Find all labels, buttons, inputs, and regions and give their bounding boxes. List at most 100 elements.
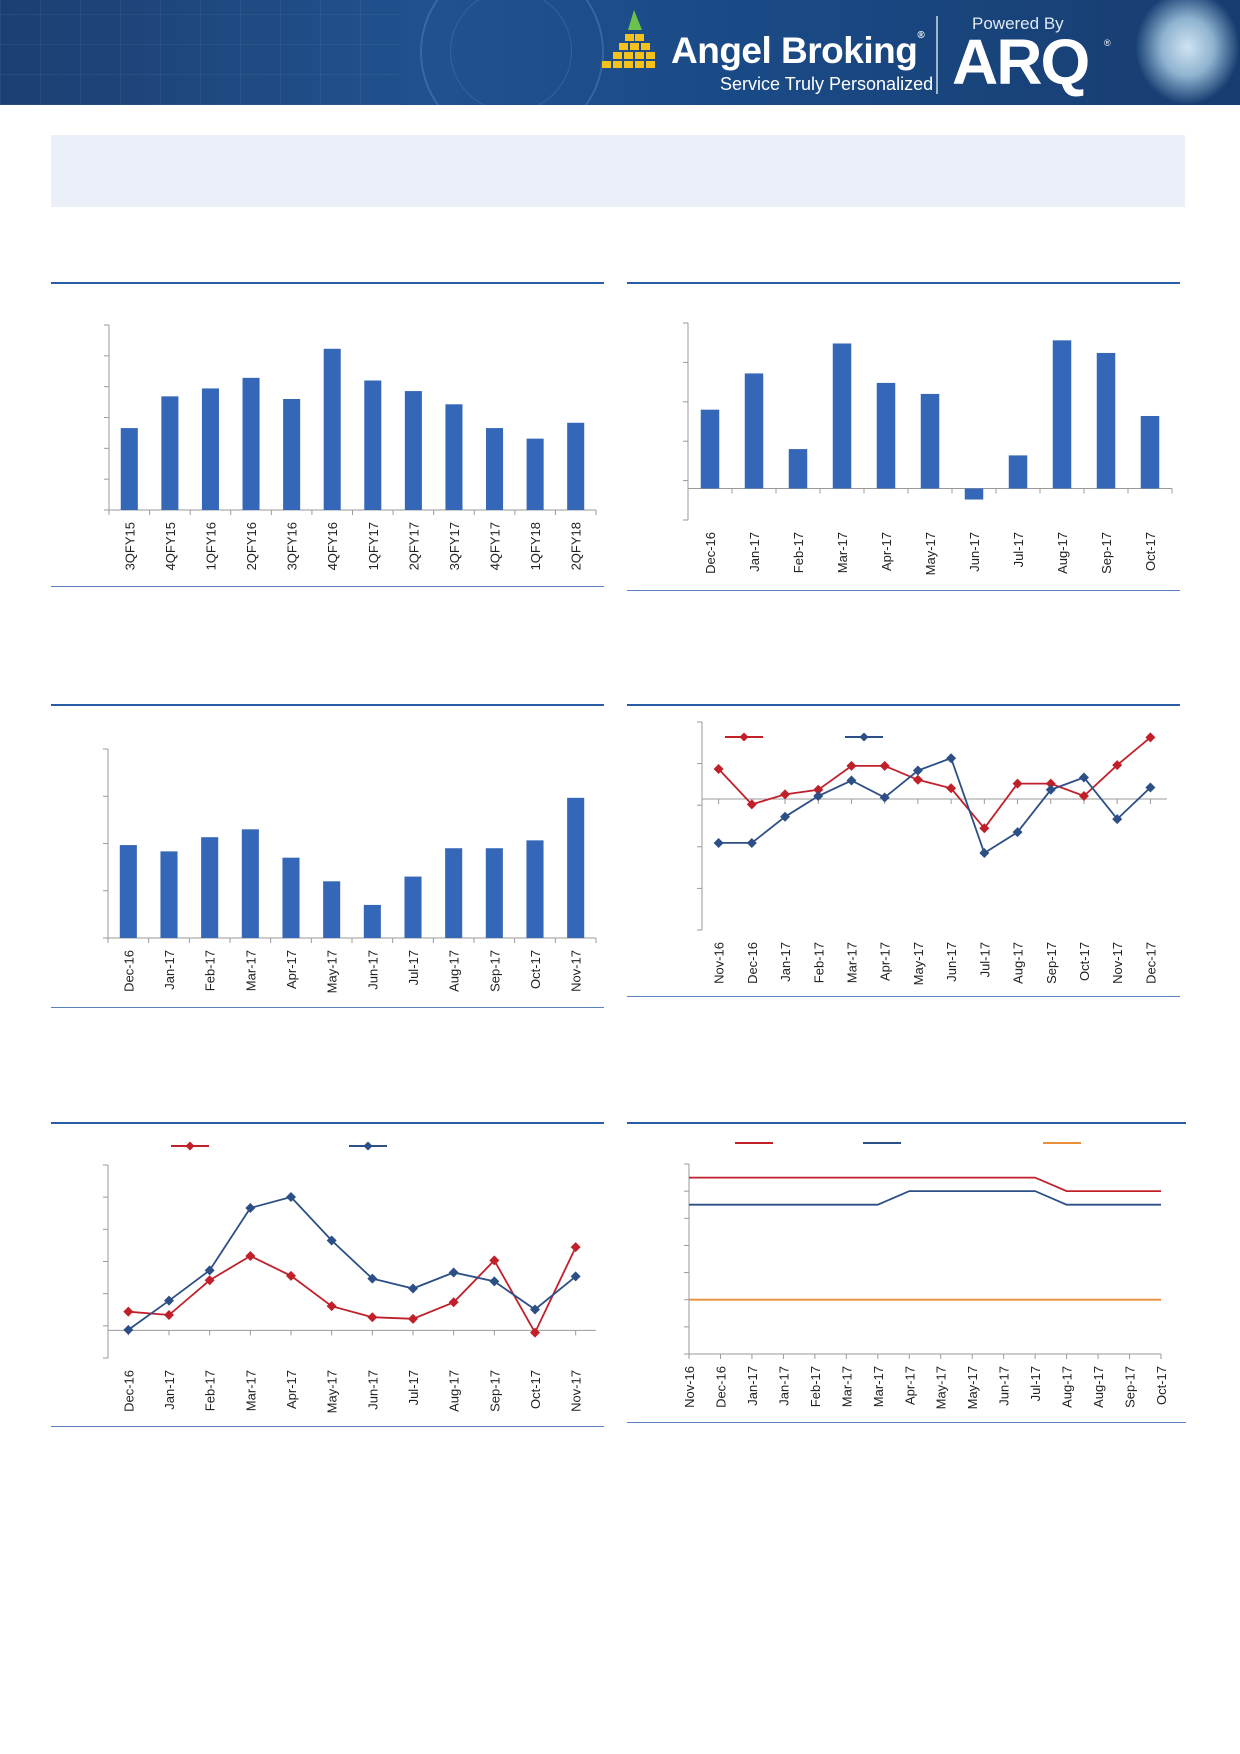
- legend-swatch-marker: [739, 732, 749, 742]
- data-point-marker: [123, 1306, 134, 1317]
- data-point-marker: [780, 789, 791, 800]
- x-tick-label: Jun-17: [365, 950, 380, 990]
- x-tick-label: Nov-16: [682, 1366, 697, 1408]
- bar: [120, 428, 138, 510]
- data-point-marker: [123, 1324, 134, 1335]
- bar: [160, 851, 178, 938]
- x-tick-label: Jun-17: [967, 532, 982, 572]
- data-point-marker: [1112, 814, 1123, 825]
- x-tick-label: Oct-17: [1143, 532, 1158, 571]
- data-point-marker: [746, 799, 757, 810]
- x-tick-label: Nov-17: [569, 1370, 584, 1412]
- bar: [119, 845, 137, 938]
- x-tick-label: May-17: [325, 1370, 340, 1413]
- x-tick-label: Jun-17: [365, 1370, 380, 1410]
- data-point-marker: [286, 1270, 296, 1281]
- x-tick-label: Dec-16: [713, 1366, 728, 1408]
- x-tick-label: Jan-17: [162, 1370, 177, 1410]
- bar: [323, 348, 341, 510]
- bar: [832, 343, 852, 489]
- x-tick-label: Jul-17: [406, 950, 421, 985]
- x-tick-label: 4QFY17: [488, 522, 503, 570]
- x-tick-label: 3QFY17: [447, 522, 462, 570]
- bar: [700, 409, 720, 489]
- bar: [876, 382, 896, 489]
- banner-circle-decoration-inner: [450, 0, 572, 105]
- data-point-marker: [570, 1242, 581, 1253]
- data-point-marker: [1012, 778, 1023, 789]
- bar: [920, 393, 940, 489]
- x-tick-label: Aug-17: [1011, 942, 1026, 984]
- x-tick-label: Apr-17: [879, 532, 894, 571]
- x-tick-label: Dec-16: [121, 950, 136, 992]
- data-point-marker: [245, 1250, 256, 1261]
- monthly-bar-chart-with-negative: Dec-16 Jan-17 Feb-17 Mar-17 Apr-17 May-17 Jun-…: [683, 322, 1173, 575]
- data-point-marker: [1045, 784, 1056, 795]
- data-point-marker: [286, 1191, 296, 1202]
- data-point-marker: [912, 774, 923, 785]
- data-point-marker: [713, 837, 724, 848]
- x-tick-label: 3QFY15: [122, 522, 137, 570]
- data-point-marker: [1145, 782, 1156, 793]
- x-tick-label: Oct-17: [528, 950, 543, 989]
- x-tick-label: Aug-17: [447, 950, 462, 992]
- x-tick-label: 2QFY18: [569, 522, 584, 570]
- brand-name: Angel Broking®: [671, 30, 925, 71]
- x-tick-label: Sep-17: [1044, 942, 1059, 984]
- data-point-marker: [1012, 827, 1023, 838]
- chart2-bottom-rule: [627, 590, 1180, 591]
- x-tick-label: Jul-17: [406, 1370, 421, 1405]
- brand-separator: [936, 16, 938, 94]
- data-point-marker: [713, 763, 724, 774]
- powered-by-label: Powered By: [972, 14, 1064, 33]
- bar: [744, 373, 764, 489]
- data-point-marker: [164, 1295, 174, 1306]
- x-tick-label: Sep-17: [1123, 1366, 1138, 1408]
- x-tick-label: Sep-17: [1099, 532, 1114, 574]
- data-point-marker: [1078, 772, 1089, 783]
- data-point-marker: [813, 790, 824, 801]
- robot-head-graphic: [1135, 0, 1240, 105]
- bar: [241, 829, 259, 938]
- x-tick-label: Jul-17: [977, 942, 992, 977]
- x-tick-label: Aug-17: [447, 1370, 462, 1412]
- bar: [1008, 455, 1028, 489]
- x-tick-label: Aug-17: [1091, 1366, 1106, 1408]
- data-point-marker: [367, 1273, 378, 1284]
- chart4-bottom-rule: [627, 996, 1180, 997]
- x-tick-label: Dec-16: [703, 532, 718, 574]
- data-point-marker: [448, 1267, 459, 1278]
- quarterly-bar-chart: 3QFY15 4QFY15 1QFY16 2QFY16 3QFY16 4QFY16 1QFY…: [104, 324, 597, 570]
- data-point-marker: [780, 811, 791, 822]
- data-point-marker: [245, 1203, 256, 1214]
- x-tick-label: 1QFY18: [528, 522, 543, 570]
- chart6-bottom-rule: [627, 1422, 1186, 1423]
- x-tick-label: Jun-17: [997, 1366, 1012, 1406]
- bar: [283, 399, 301, 510]
- bar: [1052, 340, 1072, 489]
- chart3-bottom-rule: [51, 1007, 604, 1008]
- bar: [445, 404, 463, 510]
- x-tick-label: May-17: [325, 950, 340, 993]
- data-point-marker: [1112, 760, 1123, 771]
- data-point-marker: [979, 823, 990, 834]
- x-tick-label: Nov-17: [1110, 942, 1125, 984]
- x-tick-label: Jan-17: [778, 942, 793, 982]
- x-tick-label: Dec-16: [121, 1370, 136, 1412]
- series-line: [717, 736, 1151, 830]
- x-tick-label: Sep-17: [487, 950, 502, 992]
- x-tick-label: Aug-17: [1060, 1366, 1075, 1408]
- chart4-top-rule: [627, 704, 1180, 706]
- x-tick-label: 4QFY16: [325, 522, 340, 570]
- x-tick-label: Mar-17: [243, 950, 258, 991]
- x-tick-label: 1QFY17: [366, 522, 381, 570]
- x-tick-label: May-17: [923, 532, 938, 575]
- data-point-marker: [204, 1265, 215, 1276]
- x-tick-label: Apr-17: [284, 1370, 299, 1409]
- data-point-marker: [746, 837, 757, 848]
- data-point-marker: [846, 760, 857, 771]
- x-tick-label: 3QFY16: [285, 522, 300, 570]
- x-tick-label: Mar-17: [871, 1366, 886, 1407]
- data-point-marker: [367, 1312, 378, 1323]
- x-tick-label: Oct-17: [1077, 942, 1092, 981]
